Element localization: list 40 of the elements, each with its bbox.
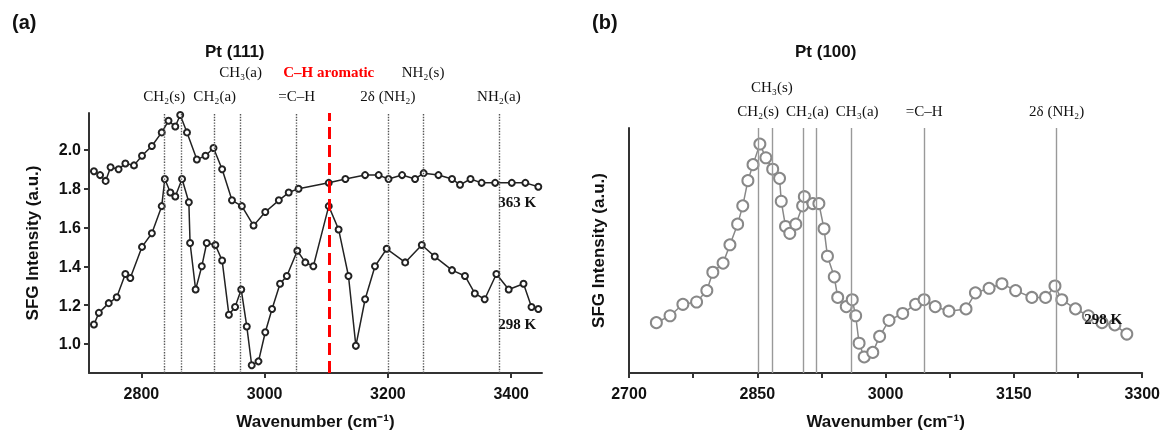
ref-line-label: CH₂(a)	[193, 87, 237, 105]
chart-title: Pt (100)	[795, 42, 857, 61]
x-tick-label: 3000	[867, 384, 904, 402]
y-axis-title: SFG Intensity (a.u.)	[589, 173, 608, 328]
text: (b)	[592, 11, 618, 33]
ref-line-label: CH₃(a)	[219, 63, 262, 81]
text: (a)	[12, 11, 37, 33]
x-tick-label: 3300	[1124, 384, 1161, 402]
x-tick-label: 3150	[996, 384, 1032, 402]
ref-line-label: NH₂(a)	[477, 87, 521, 105]
x-axis-title: Wavenumber (cm⁻¹)	[806, 412, 965, 431]
y-axis-title: SFG Intensity (a.u.)	[23, 165, 42, 321]
y-tick-label: 1.2	[58, 296, 82, 314]
x-axis-title: Wavenumber (cm⁻¹)	[236, 412, 395, 431]
x-tick-label: 2850	[739, 384, 776, 402]
ref-line-label: C–H aromatic	[283, 63, 375, 80]
x-tick-label: 2700	[611, 384, 647, 402]
x-tick-label: 3400	[493, 384, 530, 402]
ref-line-label: CH₂(s)	[737, 102, 780, 120]
chart-title: Pt (111)	[205, 42, 265, 61]
y-tick-label: 1.8	[58, 180, 82, 198]
ref-line-label: =C–H	[278, 87, 316, 104]
ref-line-label: NH₂(s)	[401, 63, 445, 81]
ref-line-label: CH₂(a)	[786, 102, 829, 120]
y-tick-label: 1.4	[58, 257, 82, 275]
series-label: 298 K	[498, 316, 537, 333]
y-tick-label: 2.0	[58, 141, 82, 159]
x-tick-label: 3000	[246, 384, 283, 402]
ref-line-label: 2δ (NH₂)	[1029, 102, 1085, 120]
y-tick-label: 1.6	[58, 218, 82, 236]
ref-line-label: CH₃(s)	[750, 78, 793, 96]
ref-line-label: CH₃(a)	[835, 102, 879, 120]
ref-line-label: =C–H	[905, 102, 943, 119]
series-label: 363 K	[498, 194, 537, 211]
x-tick-label: 2800	[123, 384, 160, 402]
x-tick-label: 3200	[370, 384, 406, 402]
series-label: 298 K	[1084, 311, 1123, 328]
y-tick-label: 1.0	[58, 335, 82, 353]
ref-line-label: CH₂(s)	[143, 87, 186, 105]
ref-line-label: 2δ (NH₂)	[360, 87, 416, 105]
